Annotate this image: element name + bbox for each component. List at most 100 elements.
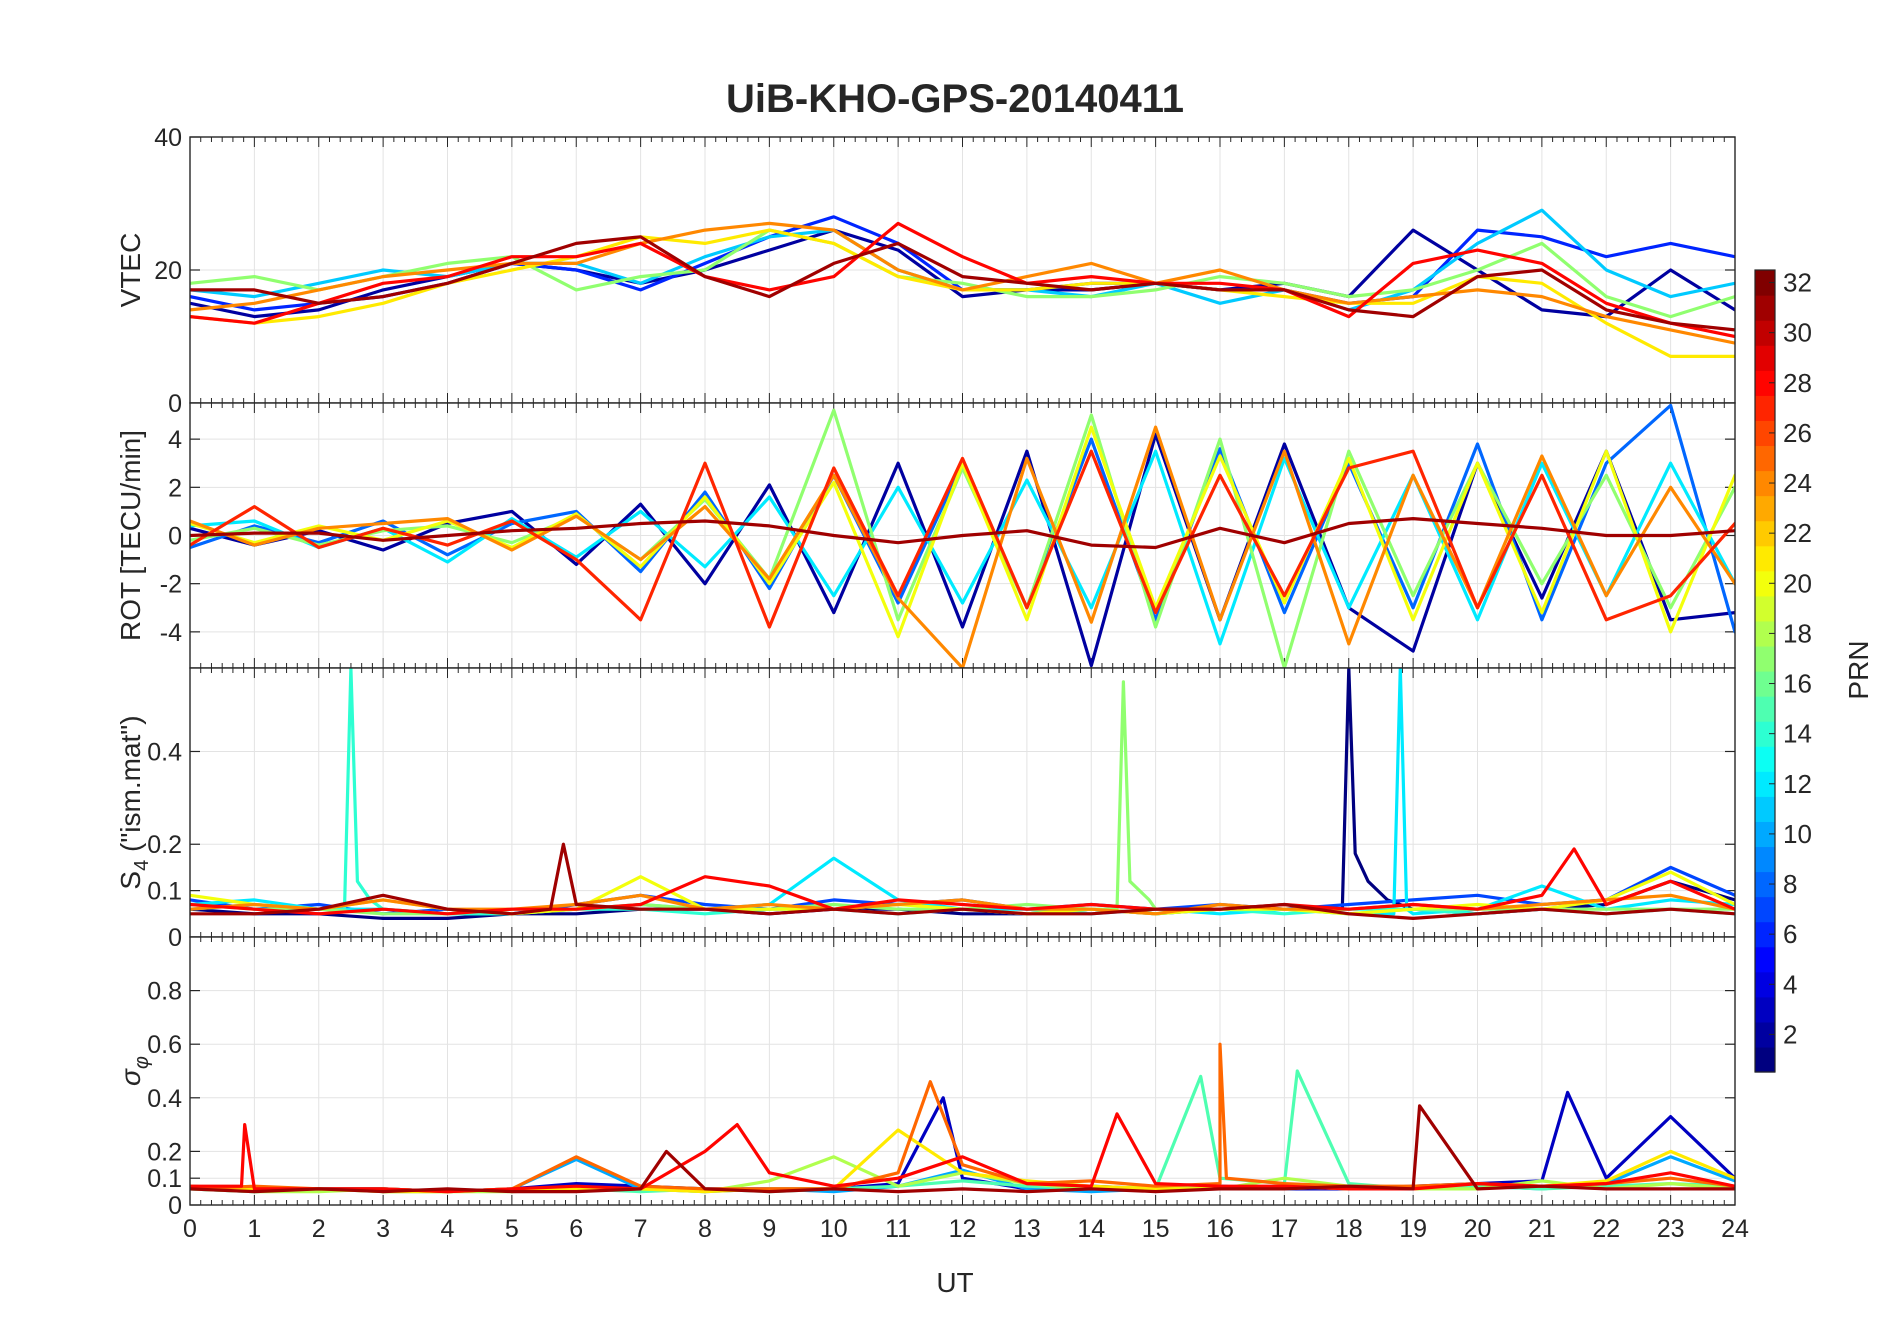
colorbar-swatch: [1755, 821, 1775, 848]
x-tick-label: 24: [1721, 1215, 1749, 1243]
series-line-prn-31: [190, 1104, 1735, 1194]
x-tick-label: 12: [949, 1215, 977, 1243]
y-tick-label: 0: [168, 523, 182, 551]
x-tick-label: 2: [312, 1215, 326, 1243]
colorbar-swatch: [1755, 520, 1775, 547]
y-tick-label: 0: [168, 390, 182, 418]
series-line-prn-31: [190, 235, 1735, 332]
colorbar-swatch: [1755, 620, 1775, 647]
colorbar-swatch: [1755, 696, 1775, 722]
y-tick-label: 0.4: [147, 1085, 182, 1113]
colorbar-label: PRN: [1843, 640, 1874, 699]
colorbar-tick-label: 18: [1783, 618, 1812, 648]
x-tick-label: 16: [1206, 1215, 1234, 1243]
colorbar-swatch: [1755, 846, 1775, 873]
series-group: [190, 1042, 1735, 1194]
colorbar-tick-label: 4: [1783, 969, 1797, 999]
y-tick-label: 0.1: [147, 878, 182, 906]
x-tick-label: 9: [762, 1215, 776, 1243]
y-axis-label-subscript: 4: [131, 860, 153, 871]
x-tick-label: 4: [441, 1215, 455, 1243]
y-axis-label-main: S: [115, 871, 146, 890]
x-tick-label: 11: [885, 1215, 911, 1243]
x-tick-label: 10: [820, 1215, 848, 1243]
colorbar-tick-label: 2: [1783, 1019, 1797, 1049]
y-tick-label: 0.1: [147, 1165, 182, 1193]
colorbar-swatch: [1755, 921, 1775, 948]
x-tick-label: 17: [1270, 1215, 1298, 1243]
colorbar-swatch: [1755, 470, 1775, 497]
panel-vtec: 0 20 40 VTEC: [115, 124, 1736, 418]
x-tick-label: 8: [698, 1215, 712, 1243]
y-tick-label: 4: [168, 426, 182, 454]
y-tick-label: 0: [168, 924, 182, 952]
series-line-prn-28: [190, 221, 1735, 339]
colorbar-swatch: [1755, 946, 1775, 973]
colorbar-swatch: [1755, 721, 1775, 747]
x-tick-label: 0: [183, 1215, 197, 1243]
colorbar-swatch: [1755, 1046, 1775, 1073]
y-tick-label: 0.6: [147, 1031, 182, 1059]
colorbar-tick-label: 14: [1783, 719, 1812, 749]
x-tick-label: 6: [569, 1215, 583, 1243]
colorbar-swatch: [1755, 671, 1775, 697]
y-tick-label: 2: [168, 474, 182, 502]
series-line-prn-28: [190, 1112, 1735, 1194]
x-tick-label: 18: [1335, 1215, 1363, 1243]
colorbar-tick-label: 30: [1783, 318, 1812, 348]
colorbar-swatch: [1755, 295, 1775, 321]
colorbar-tick-label: 22: [1783, 518, 1812, 548]
colorbar-tick-label: 10: [1783, 819, 1812, 849]
y-tick-label: 0.2: [147, 1138, 182, 1166]
figure-title: UiB-KHO-GPS-20140411: [726, 77, 1184, 121]
x-tick-label: 7: [634, 1215, 648, 1243]
y-axis-label: VTEC: [115, 233, 146, 308]
colorbar-swatch: [1755, 1021, 1775, 1048]
x-tick-label: 14: [1077, 1215, 1105, 1243]
colorbar-swatch: [1755, 971, 1775, 998]
x-tick-label: 20: [1464, 1215, 1492, 1243]
colorbar-swatch: [1755, 345, 1775, 371]
colorbar-swatch: [1755, 796, 1775, 822]
y-tick-label: 0.4: [147, 738, 182, 766]
panel-rot: -4 -2 0 2 4 ROT [TECU/min]: [115, 402, 1736, 669]
colorbar-tick-label: 24: [1783, 468, 1812, 498]
series-line-prn-17: [190, 228, 1735, 319]
series-line-prn-12: [190, 449, 1735, 646]
colorbar-tick-label: 12: [1783, 769, 1812, 799]
y-axis-label: ROT [TECU/min]: [115, 430, 146, 641]
colorbar-swatch: [1755, 370, 1775, 396]
colorbar-tick-label: 8: [1783, 869, 1797, 899]
series-line-prn-28: [190, 847, 1735, 916]
colorbar-tick-label: 26: [1783, 418, 1812, 448]
y-tick-label: 0: [168, 1192, 182, 1220]
colorbar-swatch: [1755, 320, 1775, 346]
y-tick-label: -2: [160, 571, 182, 599]
colorbar-swatch: [1755, 545, 1775, 572]
colorbar-tick-label: 20: [1783, 568, 1812, 598]
colorbar-swatch: [1755, 420, 1775, 447]
series-line-prn-27: [190, 449, 1735, 629]
series-line-prn-24: [190, 221, 1735, 345]
y-tick-label: 20: [154, 257, 182, 285]
series-line-prn-31: [190, 516, 1735, 550]
x-tick-label: 15: [1142, 1215, 1170, 1243]
colorbar-swatch: [1755, 871, 1775, 898]
y-axis-label-suffix: ("ism.mat"): [115, 715, 146, 859]
series-line-prn-31: [190, 842, 1735, 921]
x-tick-label: 5: [505, 1215, 519, 1243]
y-axis-label-subscript: φ: [131, 1056, 153, 1069]
x-axis-label: UT: [936, 1267, 973, 1298]
series-group: [190, 403, 1735, 668]
x-tick-label: 21: [1528, 1215, 1556, 1243]
colorbar-swatch: [1755, 270, 1775, 296]
x-tick-label: 22: [1592, 1215, 1620, 1243]
colorbar-tick-label: 6: [1783, 919, 1797, 949]
series-group: [190, 668, 1735, 921]
series-group: [190, 208, 1735, 358]
colorbar-swatch: [1755, 595, 1775, 622]
